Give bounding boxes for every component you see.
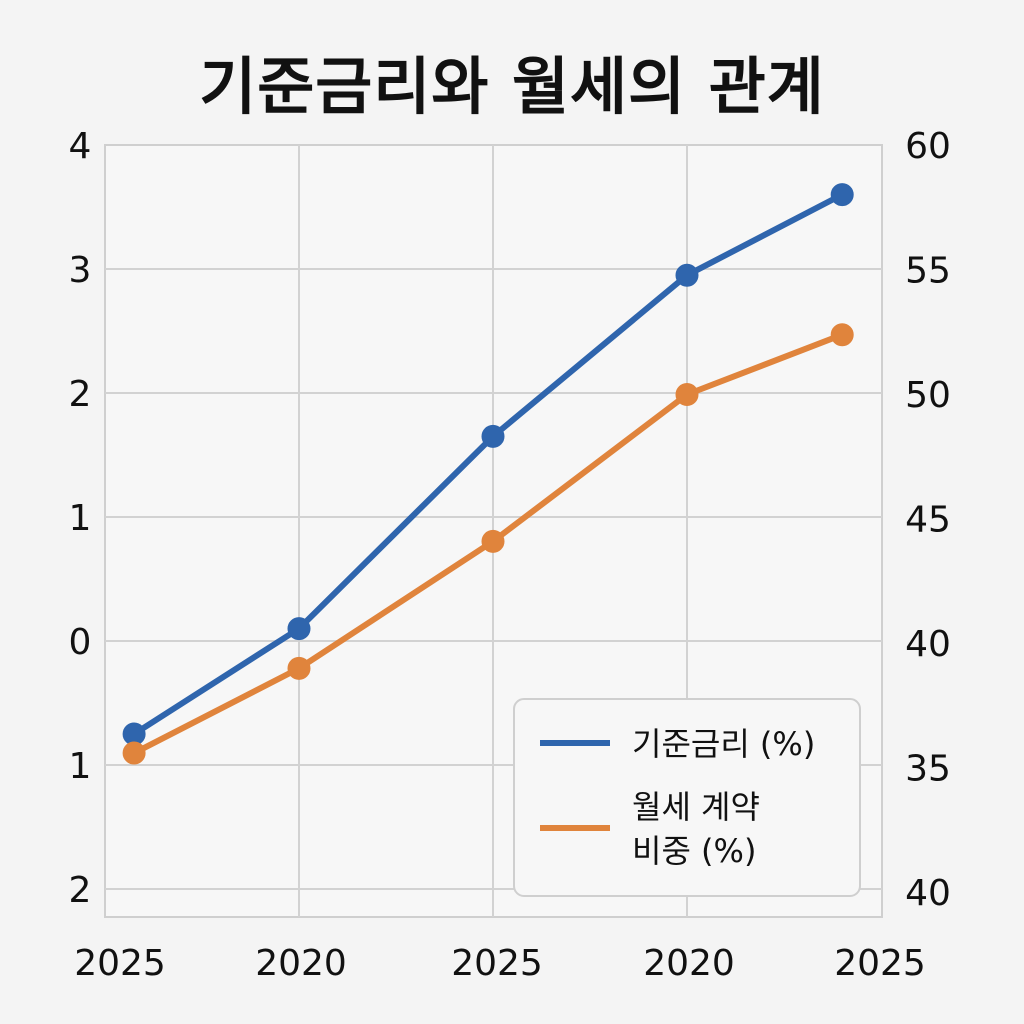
legend-label-2: 월세 계약: [632, 788, 760, 826]
chart-title: 기준금리와 월세의 관계: [199, 50, 825, 123]
data-point-series-2: [830, 323, 854, 347]
legend-label-1: 기준금리 (%): [632, 725, 815, 763]
y-right-tick-label: 60: [905, 126, 951, 167]
x-tick-label: 2025: [834, 943, 926, 984]
data-point-series-2: [481, 529, 505, 553]
y-right-tick-label: 45: [905, 500, 951, 541]
data-point-series-1: [830, 183, 854, 207]
y-right-tick-label: 35: [905, 749, 951, 790]
y-left-tick-label: 3: [69, 250, 92, 291]
data-point-series-1: [675, 263, 699, 287]
data-point-series-2: [122, 741, 146, 765]
x-tick-label: 2020: [643, 943, 735, 984]
x-tick-label: 2025: [74, 943, 166, 984]
data-point-series-2: [287, 656, 311, 680]
y-right-tick-label: 55: [905, 251, 951, 292]
y-left-tick-label: 0: [69, 622, 92, 663]
legend-label-2: 비중 (%): [632, 832, 756, 870]
y-left-tick-label: 2: [69, 374, 92, 415]
data-point-series-1: [287, 617, 311, 641]
legend-box: [513, 698, 861, 897]
y-left-tick-label: 1: [69, 498, 92, 539]
y-left-tick-label: 1: [69, 746, 92, 787]
y-left-tick-label: 2: [69, 870, 92, 911]
y-left-tick-label: 4: [69, 126, 92, 167]
x-tick-label: 2025: [451, 943, 543, 984]
y-right-tick-label: 40: [905, 873, 951, 914]
x-tick-label: 2020: [255, 943, 347, 984]
y-right-tick-label: 40: [905, 624, 951, 665]
data-point-series-2: [675, 382, 699, 406]
y-right-tick-label: 50: [905, 375, 951, 416]
data-point-series-1: [481, 424, 505, 448]
